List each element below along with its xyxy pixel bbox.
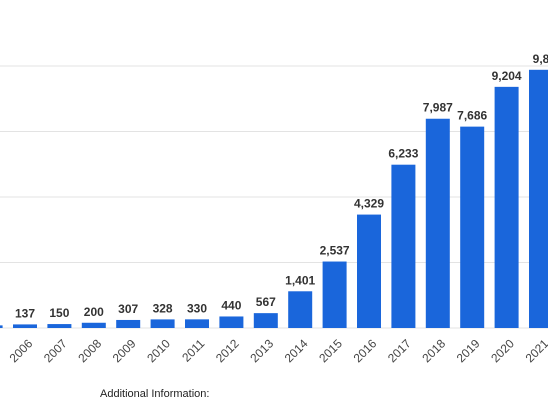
x-tick-label: 2009 (110, 336, 139, 365)
bar (219, 316, 244, 328)
bar (150, 319, 175, 328)
x-tick-label: 2021 (523, 336, 548, 365)
bar (425, 118, 450, 328)
x-tick-label: 2011 (179, 336, 207, 364)
bar (185, 319, 209, 328)
bar (253, 313, 278, 328)
bar (322, 261, 347, 328)
x-tick-label: 2010 (144, 336, 173, 365)
bar (288, 291, 313, 328)
x-tick-label: 2016 (351, 336, 380, 365)
value-label: 200 (84, 305, 104, 319)
value-label: 137 (15, 306, 35, 320)
value-label: 4,329 (354, 197, 384, 211)
bar (460, 126, 485, 328)
bar (494, 86, 519, 329)
x-tick-label: 2017 (385, 336, 414, 365)
value-label: 9,204 (492, 69, 522, 83)
bar (116, 319, 141, 328)
value-label: 328 (153, 301, 173, 315)
x-tick-label: 2018 (419, 336, 448, 365)
bar (357, 214, 381, 328)
bar (391, 164, 416, 328)
value-label: 440 (221, 298, 241, 312)
x-tick-label: 2015 (316, 336, 345, 365)
value-label: 330 (187, 301, 207, 315)
value-label: 307 (118, 302, 138, 316)
footer-text: Additional Information: (100, 388, 209, 400)
x-tick-label: 2012 (213, 336, 242, 365)
x-tick-label: 2008 (75, 336, 104, 365)
value-label: 7,686 (457, 109, 487, 123)
x-tick-label: 2007 (41, 336, 70, 365)
value-label: 9,8 (533, 52, 548, 66)
x-tick-label: 2014 (282, 336, 311, 365)
x-tick-label: 2006 (7, 336, 36, 365)
value-label: 1,401 (285, 273, 315, 287)
x-tick-label: 2013 (247, 336, 276, 365)
x-tick-label: 2020 (488, 336, 517, 365)
value-label: 2,537 (320, 244, 350, 258)
value-label: 567 (256, 295, 276, 309)
x-tick-label: 2019 (454, 336, 483, 365)
value-label: 6,233 (388, 147, 418, 161)
bar (81, 322, 106, 328)
value-label: 7,987 (423, 101, 453, 115)
bar (529, 69, 548, 328)
bar (47, 324, 72, 328)
bar (13, 324, 37, 328)
bar (0, 325, 3, 328)
value-label: 150 (49, 306, 69, 320)
